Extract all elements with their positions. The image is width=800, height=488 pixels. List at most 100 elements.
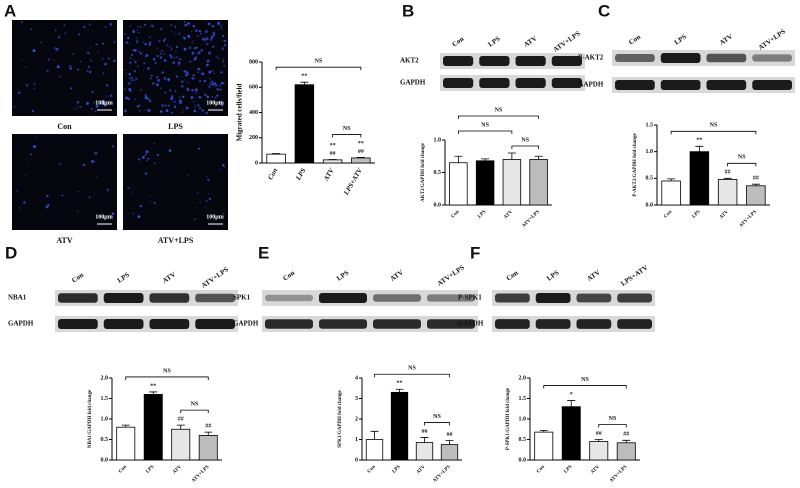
nucleus xyxy=(59,162,62,165)
scale-bar-label: 100μm xyxy=(206,100,223,106)
nucleus xyxy=(159,56,163,59)
micrograph xyxy=(123,20,228,116)
nucleus xyxy=(211,83,214,86)
nucleus xyxy=(136,105,140,108)
nucleus xyxy=(136,39,139,42)
bracket xyxy=(598,424,627,428)
blot-band xyxy=(515,78,546,88)
nucleus xyxy=(88,196,91,199)
nucleus xyxy=(223,39,226,42)
significance-mark: ## xyxy=(358,149,364,155)
nucleus xyxy=(218,100,222,104)
nucleus xyxy=(129,57,132,59)
nucleus xyxy=(216,94,219,97)
nucleus xyxy=(106,84,109,87)
x-tick-label: ATV+LPS xyxy=(609,465,628,484)
lane-label: LPS xyxy=(545,269,560,283)
lane-label: Con xyxy=(505,269,520,283)
error-bar xyxy=(300,81,309,85)
nucleus xyxy=(21,58,23,61)
nucleus xyxy=(93,102,95,104)
nucleus xyxy=(193,109,197,113)
error-bar xyxy=(176,424,185,430)
nucleus xyxy=(86,70,89,72)
nucleus xyxy=(206,175,208,177)
nucleus xyxy=(63,24,66,26)
bracket xyxy=(374,373,450,378)
nucleus xyxy=(127,186,130,190)
bracket-label: NS xyxy=(609,416,617,422)
nucleus xyxy=(187,34,191,38)
nucleus xyxy=(169,54,172,57)
nucleus xyxy=(33,145,37,149)
y-tick-label: 1 xyxy=(355,437,358,443)
nucleus xyxy=(40,41,42,44)
nucleus xyxy=(64,32,67,35)
bar xyxy=(561,406,581,461)
nucleus xyxy=(124,69,126,71)
nucleus xyxy=(150,74,153,77)
nucleus xyxy=(194,29,198,33)
nucleus xyxy=(126,41,129,44)
y-tick-label: 0.0 xyxy=(646,202,654,208)
significance-mark: ## xyxy=(623,432,629,438)
nucleus xyxy=(163,52,166,55)
nucleus xyxy=(132,212,135,215)
nucleus xyxy=(91,160,94,163)
nucleus xyxy=(139,52,143,55)
nucleus xyxy=(219,168,221,171)
nucleus xyxy=(197,104,200,107)
lane-label: ATV xyxy=(522,34,538,49)
nucleus xyxy=(199,32,202,35)
nucleus xyxy=(149,41,152,44)
x-tick-label: Con xyxy=(118,465,128,475)
nucleus xyxy=(95,43,98,46)
panel-letter: F xyxy=(470,243,480,262)
blot-band xyxy=(515,56,546,66)
nucleus xyxy=(105,104,108,107)
nucleus xyxy=(128,42,131,45)
nucleus xyxy=(128,77,131,80)
nucleus xyxy=(125,96,128,100)
nucleus xyxy=(170,48,173,51)
nucleus xyxy=(222,58,225,61)
nucleus xyxy=(190,30,193,33)
nucleus xyxy=(74,108,76,110)
nucleus xyxy=(192,24,196,28)
bracket xyxy=(543,385,627,389)
nucleus xyxy=(140,89,142,91)
nucleus xyxy=(161,71,165,74)
nucleus xyxy=(166,44,169,47)
lane-label: ATV xyxy=(161,270,177,285)
nucleus xyxy=(178,96,181,99)
nucleus xyxy=(183,47,187,51)
blot-strip xyxy=(55,316,238,332)
nucleus xyxy=(129,61,132,64)
y-tick-label: 200 xyxy=(249,135,258,141)
significance-mark: ** xyxy=(301,74,307,80)
bar xyxy=(116,426,136,461)
nucleus xyxy=(103,217,105,219)
nucleus xyxy=(77,191,79,193)
nucleus xyxy=(212,25,215,28)
nucleus xyxy=(155,76,159,79)
nucleus xyxy=(182,95,185,98)
nucleus xyxy=(32,49,36,53)
blot-band xyxy=(443,56,474,66)
nucleus xyxy=(204,30,208,34)
nucleus xyxy=(194,88,198,91)
nucleus xyxy=(208,192,210,195)
nucleus xyxy=(139,25,142,28)
nucleus xyxy=(194,77,196,79)
nucleus xyxy=(20,20,23,24)
blot-row-label: GAPDH xyxy=(400,79,426,87)
nucleus xyxy=(30,28,33,31)
y-tick-label: 0.5 xyxy=(646,176,654,182)
nucleus xyxy=(196,35,199,37)
nucleus xyxy=(194,106,196,108)
nucleus xyxy=(209,78,211,80)
nucleus xyxy=(179,58,182,61)
blot-row-label: NBA1 xyxy=(8,294,27,302)
blot-band xyxy=(103,319,144,329)
nucleus xyxy=(153,142,156,145)
